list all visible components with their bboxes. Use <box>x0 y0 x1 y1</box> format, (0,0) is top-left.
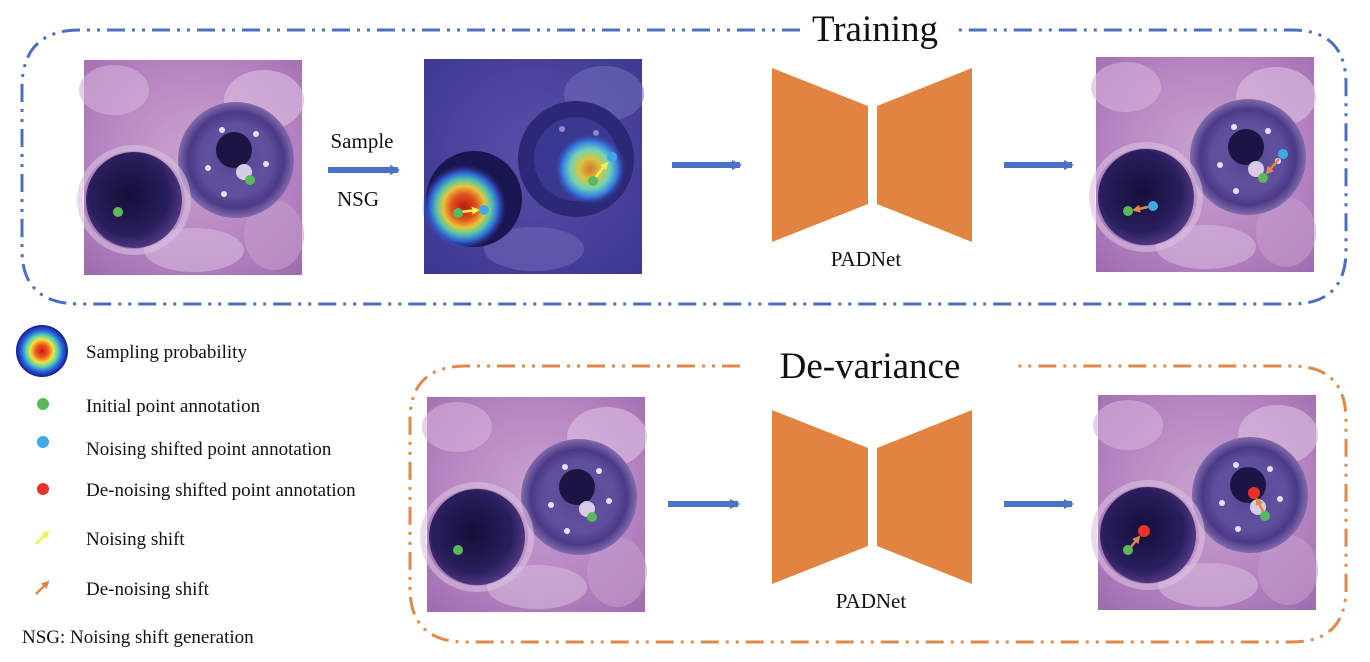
initial-point-marker <box>1123 545 1133 555</box>
training-heatmap-image <box>422 59 644 274</box>
nsg-label: NSG <box>337 187 379 211</box>
denoising-shift-arrow <box>1129 535 1141 549</box>
denoising-shift-swatch <box>35 580 50 595</box>
noising-shift-swatch <box>35 530 50 545</box>
devariance-input-image <box>422 397 647 612</box>
legend-noising-point: Noising shifted point annotation <box>86 439 332 460</box>
denoising-point-swatch <box>37 483 49 495</box>
legend: Sampling probability Initial point annot… <box>16 325 356 648</box>
initial-point-marker <box>1258 173 1268 183</box>
padnet-network <box>772 410 972 584</box>
initial-point-swatch <box>37 398 49 410</box>
padnet-label: PADNet <box>836 589 907 613</box>
initial-point-marker <box>453 208 463 218</box>
denoising-shift-arrow <box>1265 158 1280 175</box>
padnet-label: PADNet <box>831 247 902 271</box>
noising-shift-arrow <box>593 161 609 180</box>
initial-point-marker <box>245 175 255 185</box>
initial-point-marker <box>113 207 123 217</box>
noising-point-marker <box>1278 149 1288 159</box>
initial-point-marker <box>587 512 597 522</box>
initial-point-marker <box>1260 511 1270 521</box>
initial-point-marker <box>588 176 598 186</box>
sample-label: Sample <box>331 129 394 153</box>
initial-point-marker <box>1123 206 1133 216</box>
devariance-title: De-variance <box>780 346 961 387</box>
legend-initial-point: Initial point annotation <box>86 396 261 417</box>
noising-point-marker <box>479 205 489 215</box>
legend-denoising-shift: De-noising shift <box>86 579 210 600</box>
sampling-probability-swatch <box>16 325 68 377</box>
initial-point-marker <box>453 545 463 555</box>
devariance-output-image <box>1093 395 1318 610</box>
noising-shift-arrow <box>459 206 480 215</box>
training-title: Training <box>812 9 938 50</box>
legend-sampling-probability: Sampling probability <box>86 342 247 363</box>
training-output-image <box>1091 57 1316 272</box>
training-frame <box>20 28 1348 306</box>
noising-point-swatch <box>37 436 49 448</box>
denoising-shift-arrow <box>1132 204 1149 213</box>
denoising-point-marker <box>1138 525 1150 537</box>
denoising-point-marker <box>1248 487 1260 499</box>
training-input-image <box>79 60 304 275</box>
legend-noising-shift: Noising shift <box>86 529 185 550</box>
padnet-network <box>772 68 972 242</box>
noising-point-marker <box>607 152 617 162</box>
legend-nsg-definition: NSG: Noising shift generation <box>22 627 254 648</box>
legend-denoising-point: De-noising shifted point annotation <box>86 480 356 501</box>
noising-point-marker <box>1148 201 1158 211</box>
